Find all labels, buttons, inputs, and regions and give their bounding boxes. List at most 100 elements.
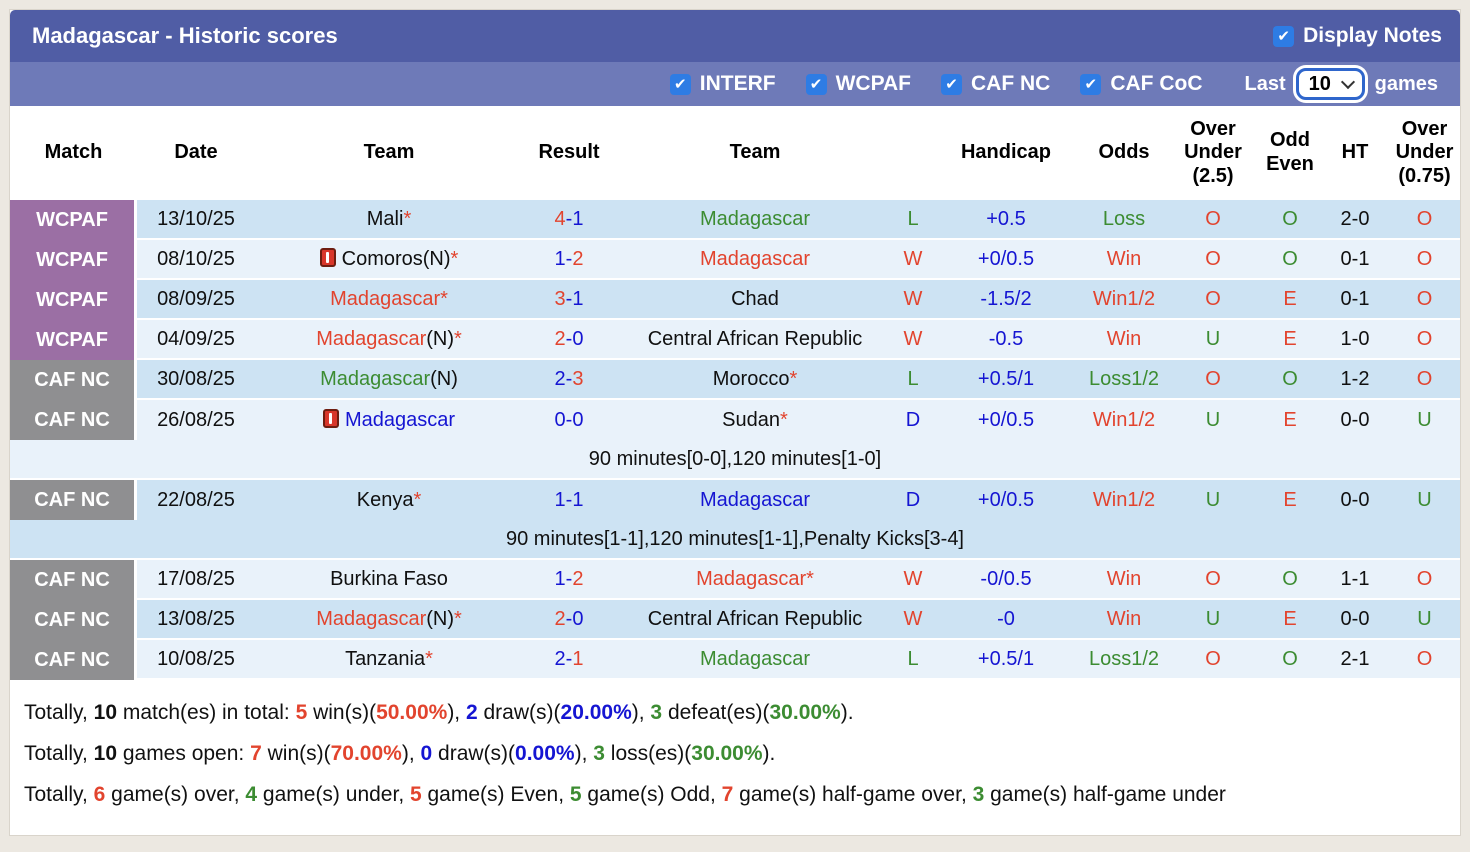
ht-cell: 2-1 [1321,640,1389,680]
wcpaf-checkbox[interactable]: ✔ [805,73,827,95]
home-team-name[interactable]: (N) [426,327,455,350]
wdl-cell: L [895,200,931,240]
wdl-letter: W [903,287,923,310]
home-team-name[interactable]: * [413,488,422,511]
over-under-25-cell: O [1167,560,1259,600]
odds-value: Win [1106,247,1142,270]
away-team-cell: Madagascar [615,480,895,520]
handicap-cell: +0/0.5 [931,240,1081,280]
filter-caf-nc[interactable]: ✔ CAF NC [941,72,1050,96]
handicap-cell: +0.5 [931,200,1081,240]
odds-value: Loss1/2 [1088,647,1160,670]
odds-cell: Loss1/2 [1081,640,1167,680]
home-team-name[interactable]: * [454,327,462,350]
away-team-name[interactable]: Madagascar [699,247,811,270]
caf-coc-checkbox[interactable]: ✔ [1080,73,1102,95]
col-header-odd-even: Odd Even [1259,106,1321,200]
away-team-name[interactable]: Morocco [712,367,790,390]
panel-header: Madagascar - Historic scores ✔ Display N… [10,10,1460,62]
away-team-name[interactable]: Madagascar [699,647,811,670]
display-notes-checkbox[interactable]: ✔ [1273,25,1295,47]
caf-nc-checkbox[interactable]: ✔ [941,73,963,95]
odds-cell: Win [1081,320,1167,360]
competition-badge: CAF NC [10,600,137,640]
home-team-name[interactable]: Comoros(N) [341,247,451,270]
odd-even-cell: E [1259,600,1321,640]
away-team-name[interactable]: Central African Republic [647,607,863,630]
wdl-letter: D [905,408,921,431]
home-team-cell: Tanzania* [255,640,523,680]
away-team-cell: Central African Republic [615,320,895,360]
home-team-name[interactable]: Burkina Faso [330,567,448,590]
col-header-odds: Odds [1081,106,1167,200]
home-team-name[interactable]: Kenya [356,488,414,511]
match-table-body: WCPAF 13/10/25 Mali* 4-1 Madagascar L +0.5 Loss… [10,200,1460,680]
interf-label: INTERF [699,72,776,95]
summary-text: ), [631,701,651,724]
away-team-name[interactable]: * [780,408,788,431]
away-team-name[interactable]: Central African Republic [647,327,863,350]
over-under-25-value: U [1205,408,1221,431]
home-team-name[interactable]: * [403,207,412,230]
odd-even-value: E [1283,408,1297,431]
filter-caf-coc[interactable]: ✔ CAF CoC [1080,72,1203,96]
display-notes-toggle[interactable]: ✔ Display Notes [1273,24,1442,48]
summary-text: 2 [465,701,478,724]
ht-cell: 2-0 [1321,200,1389,240]
odds-value: Win [1106,327,1142,350]
over-under-075-cell: O [1389,240,1460,280]
match-row: CAF NC 17/08/25 Burkina Faso 1-2 Madagascar*… [10,560,1460,600]
result-cell: 2-1 [523,640,615,680]
result-cell: 3-1 [523,280,615,320]
games-count-select[interactable]: 10 [1298,71,1362,97]
handicap-cell: +0.5/1 [931,640,1081,680]
wdl-cell: W [895,240,931,280]
over-under-25-cell: O [1167,360,1259,400]
home-team-name[interactable]: Madagascar [344,408,456,431]
home-team-name[interactable]: (N) [426,607,455,630]
filter-interf[interactable]: ✔ INTERF [669,72,776,96]
home-team-name[interactable]: Madagascar* [330,287,448,310]
summary-text: 7 [721,783,734,806]
home-team-name[interactable]: Madagascar [316,607,427,630]
home-team-name[interactable]: * [454,607,462,630]
home-team-name[interactable]: Madagascar [316,327,427,350]
home-team-name[interactable]: (N) [430,367,458,390]
wdl-letter: L [907,647,919,670]
wdl-cell: W [895,560,931,600]
summary-text: 0.00% [515,742,575,765]
result-score: 1-1 [554,488,584,511]
result-score: 0-0 [554,408,584,431]
filter-wcpaf[interactable]: ✔ WCPAF [805,72,911,96]
over-under-25-cell: U [1167,320,1259,360]
away-team-name[interactable]: Madagascar [699,488,811,511]
handicap-cell: -0.5 [931,320,1081,360]
page-title: Madagascar - Historic scores [32,23,338,48]
home-team-cell: Kenya* [255,480,523,520]
handicap-cell: +0/0.5 [931,480,1081,520]
away-team-name[interactable]: * [789,367,798,390]
home-team-cell: Madagascar(N)* [255,320,523,360]
odds-value: Win1/2 [1092,287,1156,310]
odd-even-value: O [1282,647,1298,670]
home-team-name[interactable]: * [450,247,459,270]
over-under-25-value: O [1205,207,1221,230]
date-cell: 22/08/25 [137,480,255,520]
col-header-home-team: Team [255,106,523,200]
interf-checkbox[interactable]: ✔ [669,73,691,95]
home-team-name[interactable]: Mali [366,207,404,230]
away-team-name[interactable]: Chad [731,287,779,310]
odds-cell: Win1/2 [1081,400,1167,440]
away-team-name[interactable]: Madagascar [699,207,811,230]
result-score: 2 [572,247,584,270]
home-team-name[interactable]: Madagascar [320,367,431,390]
home-team-name[interactable]: Tanzania [345,647,426,670]
away-team-name[interactable]: Sudan [722,408,781,431]
result-score: 2 [554,327,566,350]
wdl-letter: W [903,247,923,270]
match-row: WCPAF 04/09/25 Madagascar(N)* 2-0 Central Af… [10,320,1460,360]
home-team-name[interactable]: * [425,647,433,670]
handicap-cell: -0 [931,600,1081,640]
historic-scores-panel: Madagascar - Historic scores ✔ Display N… [10,10,1460,835]
away-team-name[interactable]: Madagascar* [696,567,814,590]
